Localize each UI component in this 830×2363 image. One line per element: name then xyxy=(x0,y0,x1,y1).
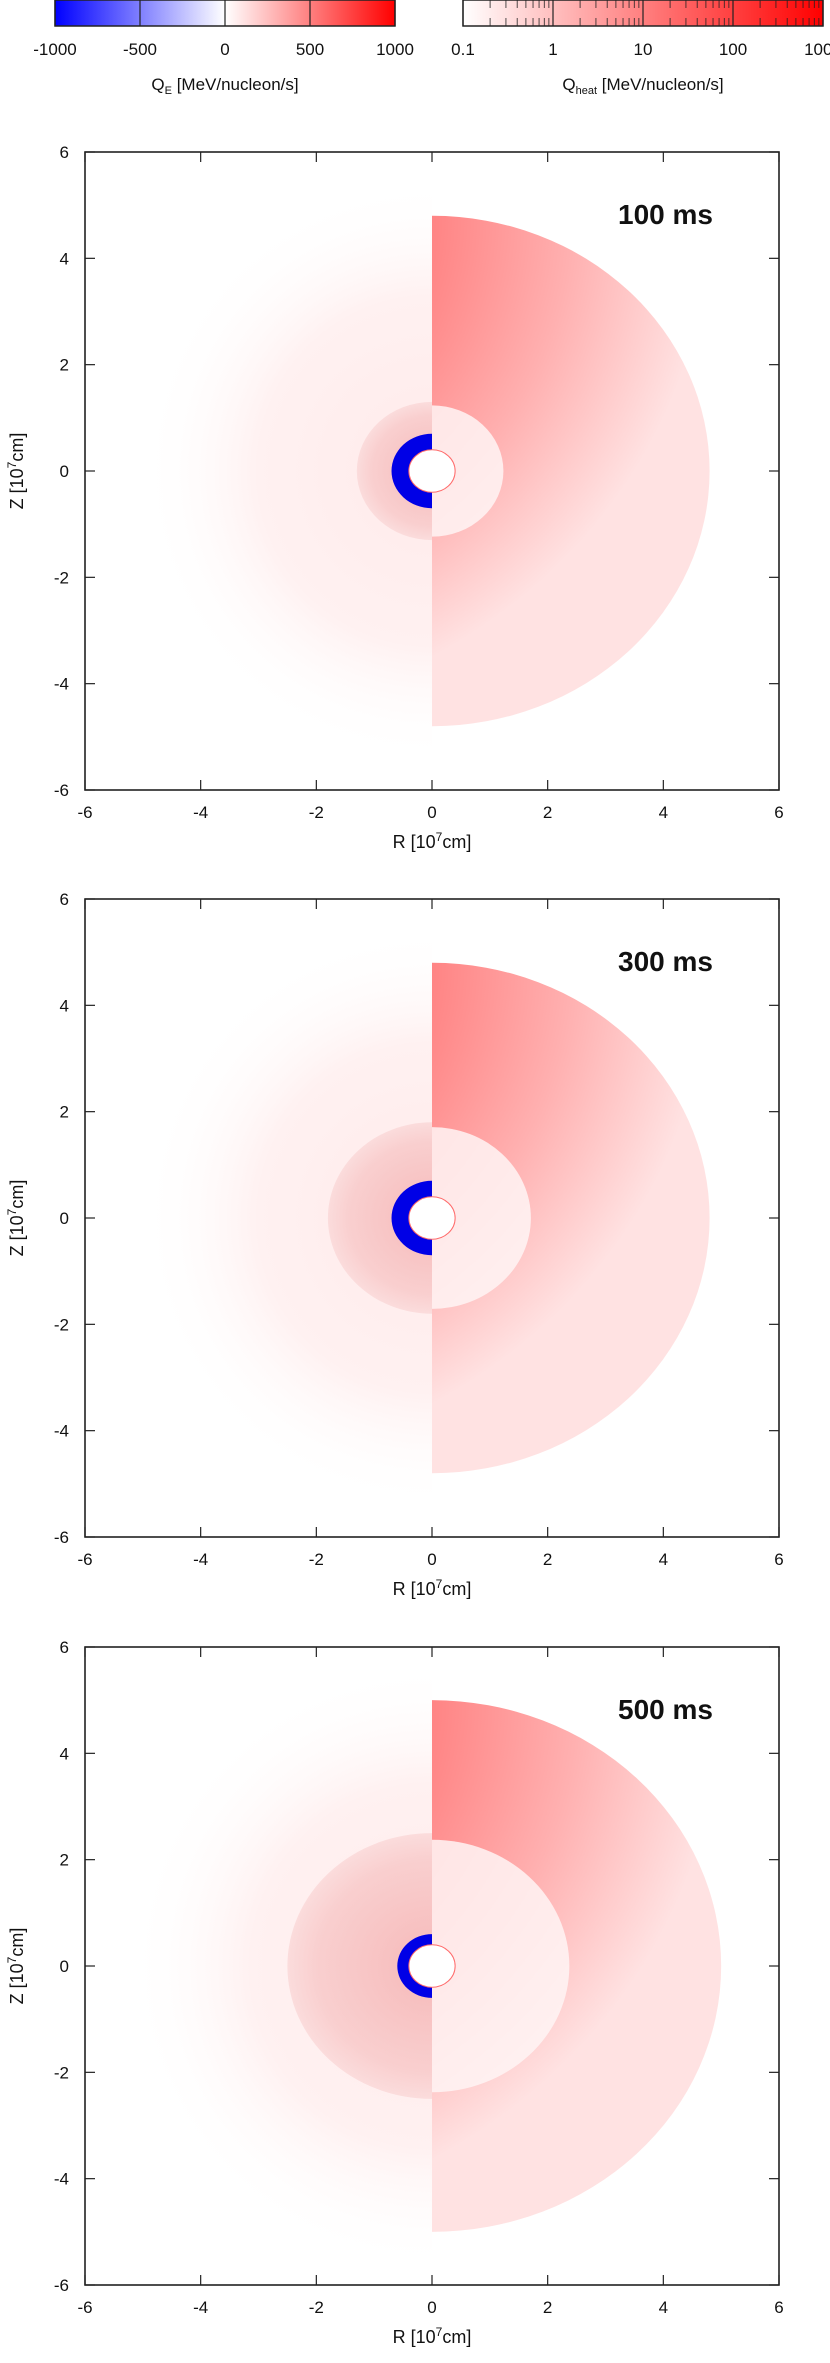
colorbar-qheat-tick-label: 100 xyxy=(719,40,747,59)
panel-2: -6 -4 -2 0 2 4 6 -6 -4 -2 0 2 4 6 R [107cm] Z [107cm] 30… xyxy=(5,890,784,1599)
y-tick-label: -4 xyxy=(54,1422,69,1441)
colorbar-qe-tick-label: 500 xyxy=(296,40,324,59)
colorbar-qheat-tick-label: 1 xyxy=(548,40,557,59)
y-axis-label: Z [107cm] xyxy=(5,1180,27,1257)
y-tick-label: -6 xyxy=(54,2276,69,2295)
core-disc xyxy=(409,1197,455,1240)
y-tick-label: -4 xyxy=(54,675,69,694)
y-tick-label: 2 xyxy=(60,1103,69,1122)
time-annotation: 500 ms xyxy=(618,1694,713,1725)
colorbar-qheat: 0.1 1 10 100 1000 Qheat [MeV/nucleon/s] xyxy=(451,0,830,97)
y-tick-label: -6 xyxy=(54,1528,69,1547)
y-tick-label: 4 xyxy=(60,249,69,268)
y-axis-label: Z [107cm] xyxy=(5,1928,27,2005)
panels: -6 -4 -2 0 2 4 6 -6 -4 -2 0 2 4 6 R [107cm] Z [107cm] 10… xyxy=(5,143,784,2347)
y-tick-label: -2 xyxy=(54,2063,69,2082)
heatmap-field xyxy=(128,1662,735,2269)
time-annotation: 300 ms xyxy=(618,946,713,977)
y-tick-label: 0 xyxy=(60,462,69,481)
x-tick-label: 0 xyxy=(427,803,436,822)
x-tick-label: 4 xyxy=(659,1550,668,1569)
x-tick-label: 2 xyxy=(543,2298,552,2317)
colorbar-qe-label-main: Q xyxy=(151,75,164,94)
y-tick-label: 6 xyxy=(60,890,69,909)
heatmap-field xyxy=(141,180,724,763)
y-tick-label: 6 xyxy=(60,1638,69,1657)
colorbar-qe-label: QE [MeV/nucleon/s] xyxy=(151,75,298,97)
colorbar-qe-tick-label: -1000 xyxy=(33,40,76,59)
panel-3: -6 -4 -2 0 2 4 6 -6 -4 -2 0 2 4 6 R [107cm] Z [107cm] 50… xyxy=(5,1638,784,2347)
x-tick-label: -6 xyxy=(77,2298,92,2317)
x-tick-label: 6 xyxy=(774,2298,783,2317)
x-tick-label: 6 xyxy=(774,803,783,822)
x-tick-label: 4 xyxy=(659,2298,668,2317)
x-axis-label: R [107cm] xyxy=(393,1577,472,1599)
y-tick-label: 2 xyxy=(60,1851,69,1870)
core-disc xyxy=(409,450,455,493)
panel-1: -6 -4 -2 0 2 4 6 -6 -4 -2 0 2 4 6 R [107cm] Z [107cm] 10… xyxy=(5,143,784,852)
y-tick-label: 0 xyxy=(60,1209,69,1228)
y-tick-label: 6 xyxy=(60,143,69,162)
y-tick-label: 4 xyxy=(60,1744,69,1763)
y-tick-label: 4 xyxy=(60,996,69,1015)
x-tick-label: 0 xyxy=(427,2298,436,2317)
x-tick-label: -4 xyxy=(193,2298,208,2317)
colorbar-qheat-label-main: Q xyxy=(562,75,575,94)
colorbar-qe-tick-label: 1000 xyxy=(376,40,414,59)
colorbar-qheat-label-sub: heat xyxy=(576,85,597,97)
x-tick-label: -6 xyxy=(77,1550,92,1569)
x-tick-label: 6 xyxy=(774,1550,783,1569)
colorbar-qheat-tick-label: 10 xyxy=(634,40,653,59)
x-axis-label: R [107cm] xyxy=(393,2325,472,2347)
x-tick-label: -2 xyxy=(309,1550,324,1569)
y-axis-label: Z [107cm] xyxy=(5,433,27,510)
colorbar-qe-tick-label: -500 xyxy=(123,40,157,59)
y-tick-label: -4 xyxy=(54,2170,69,2189)
y-tick-label: -2 xyxy=(54,568,69,587)
x-tick-label: -6 xyxy=(77,803,92,822)
y-tick-label: 0 xyxy=(60,1957,69,1976)
y-tick-label: -2 xyxy=(54,1315,69,1334)
y-tick-label: 2 xyxy=(60,356,69,375)
x-tick-label: 2 xyxy=(543,1550,552,1569)
x-axis-label: R [107cm] xyxy=(393,830,472,852)
core-disc xyxy=(409,1945,455,1988)
colorbar-qe-tick-label: 0 xyxy=(220,40,229,59)
x-tick-label: 0 xyxy=(427,1550,436,1569)
x-tick-label: 2 xyxy=(543,803,552,822)
colorbar-qheat-tick-label: 1000 xyxy=(804,40,830,59)
colorbar-qheat-tick-label: 0.1 xyxy=(451,40,475,59)
colorbar-qe-label-sub: E xyxy=(165,85,172,97)
y-tick-label: -6 xyxy=(54,781,69,800)
colorbar-qheat-label: Qheat [MeV/nucleon/s] xyxy=(562,75,723,97)
x-tick-label: -4 xyxy=(193,803,208,822)
x-tick-label: -4 xyxy=(193,1550,208,1569)
x-tick-label: -2 xyxy=(309,803,324,822)
colorbar-qe-label-units: [MeV/nucleon/s] xyxy=(172,75,299,94)
colorbar-qheat-label-units: [MeV/nucleon/s] xyxy=(597,75,724,94)
x-tick-label: -2 xyxy=(309,2298,324,2317)
time-annotation: 100 ms xyxy=(618,199,713,230)
colorbar-qe: -1000 -500 0 500 1000 QE [MeV/nucleon/s] xyxy=(33,0,414,97)
x-tick-label: 4 xyxy=(659,803,668,822)
heatmap-field xyxy=(141,927,724,1510)
